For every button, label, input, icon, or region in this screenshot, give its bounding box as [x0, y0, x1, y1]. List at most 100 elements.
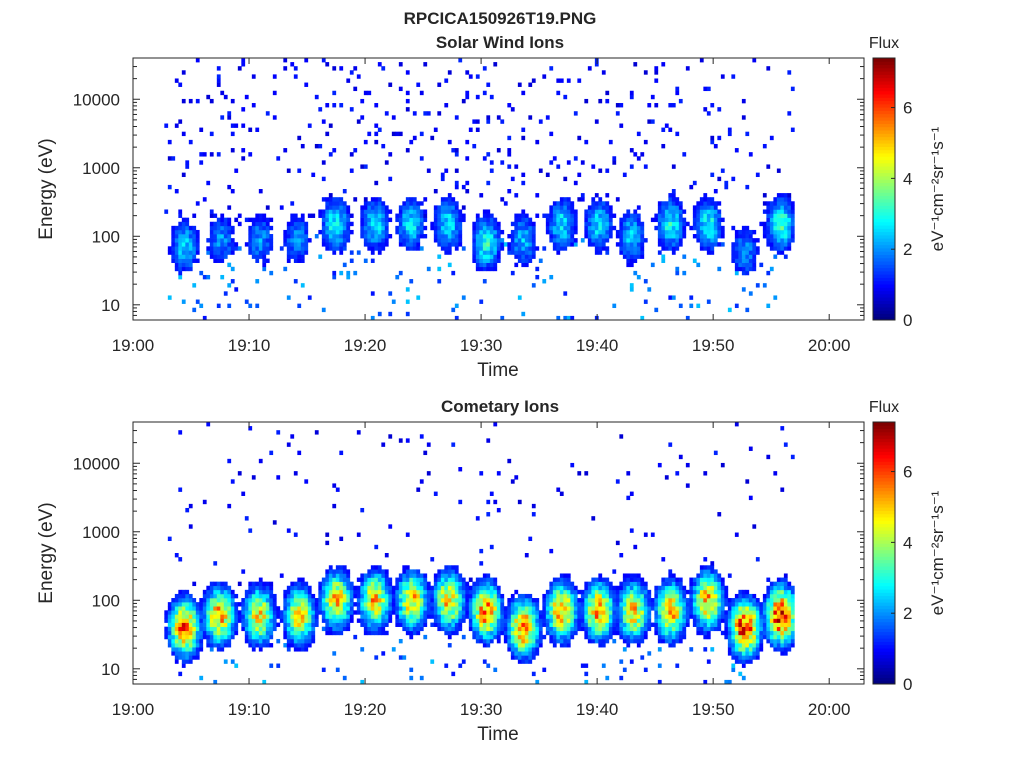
heatmap-cell: [629, 614, 634, 619]
heatmap-cell: [255, 606, 260, 611]
heatmap-cell: [465, 70, 470, 75]
heatmap-cell: [321, 626, 326, 632]
heatmap-cell: [227, 205, 232, 210]
heatmap-cell: [654, 217, 659, 223]
heatmap-cell: [517, 647, 522, 652]
heatmap-cell: [584, 602, 589, 607]
heatmap-cell: [713, 573, 718, 578]
heatmap-cell: [552, 610, 557, 615]
heatmap-cell: [181, 242, 186, 247]
heatmap-cell: [286, 250, 291, 255]
heatmap-cell: [759, 647, 764, 652]
heatmap-cell: [381, 229, 386, 235]
heatmap-cell: [706, 630, 711, 636]
heatmap-cell: [587, 602, 592, 607]
heatmap-cell: [188, 659, 193, 664]
heatmap-cell: [636, 234, 641, 239]
panel-title: Cometary Ions: [441, 397, 559, 416]
heatmap-cell: [321, 585, 326, 591]
heatmap-cell: [192, 234, 197, 239]
heatmap-cell: [349, 598, 354, 603]
heatmap-cell: [384, 229, 389, 235]
heatmap-cell: [451, 573, 456, 578]
heatmap-cell: [486, 626, 491, 632]
heatmap-cell: [171, 651, 176, 656]
heatmap-cell: [752, 622, 757, 627]
heatmap-cell: [426, 168, 431, 173]
heatmap-cell: [475, 630, 480, 636]
heatmap-cell: [405, 205, 410, 210]
heatmap-cell: [524, 217, 529, 223]
heatmap-cell: [377, 614, 382, 619]
heatmap-cell: [209, 98, 214, 104]
heatmap-cell: [699, 630, 704, 636]
heatmap-cell: [612, 638, 617, 644]
heatmap-cell: [423, 197, 428, 202]
heatmap-cell: [374, 197, 379, 202]
heatmap-cell: [514, 606, 519, 611]
heatmap-cell: [496, 242, 501, 247]
heatmap-cell: [297, 246, 302, 251]
heatmap-cell: [213, 634, 218, 640]
heatmap-cell: [482, 638, 487, 644]
heatmap-cell: [661, 638, 666, 644]
heatmap-cell: [703, 630, 708, 636]
heatmap-cell: [265, 626, 270, 632]
heatmap-cell: [458, 234, 463, 239]
heatmap-cell: [626, 602, 631, 607]
heatmap-cell: [643, 622, 648, 627]
heatmap-cell: [300, 225, 305, 231]
heatmap-cell: [482, 606, 487, 611]
heatmap-cell: [780, 593, 785, 599]
heatmap-cell: [297, 593, 302, 599]
heatmap-cell: [370, 622, 375, 627]
heatmap-cell: [262, 618, 267, 623]
heatmap-cell: [388, 585, 393, 591]
heatmap-cell: [482, 618, 487, 623]
colorbar-segment: [873, 306, 895, 311]
heatmap-cell: [573, 626, 578, 632]
heatmap-cell: [734, 262, 739, 268]
heatmap-cell: [174, 123, 179, 128]
heatmap-cell: [454, 618, 459, 623]
heatmap-cell: [220, 614, 225, 619]
heatmap-cell: [566, 643, 571, 648]
heatmap-cell: [699, 589, 704, 595]
heatmap-cell: [507, 234, 512, 239]
heatmap-cell: [766, 270, 771, 276]
heatmap-cell: [605, 589, 610, 595]
heatmap-cell: [321, 581, 326, 587]
heatmap-cell: [500, 618, 505, 623]
heatmap-cell: [633, 238, 638, 243]
heatmap-cell: [703, 201, 708, 206]
heatmap-cell: [521, 638, 526, 644]
heatmap-cell: [486, 209, 491, 214]
heatmap-cell: [566, 610, 571, 615]
heatmap-cell: [251, 643, 256, 648]
heatmap-cell: [297, 225, 302, 231]
heatmap-cell: [342, 577, 347, 582]
heatmap-cell: [493, 266, 498, 272]
heatmap-cell: [325, 197, 330, 202]
heatmap-cell: [657, 238, 662, 243]
heatmap-cell: [559, 221, 564, 227]
heatmap-cell: [734, 266, 739, 272]
heatmap-cell: [759, 638, 764, 644]
heatmap-cell: [451, 593, 456, 599]
heatmap-cell: [699, 618, 704, 623]
heatmap-cell: [244, 598, 249, 603]
heatmap-cell: [570, 225, 575, 231]
heatmap-cell: [451, 197, 456, 202]
heatmap-cell: [293, 626, 298, 632]
heatmap-cell: [601, 618, 606, 623]
heatmap-cell: [685, 462, 690, 468]
heatmap-cell: [321, 234, 326, 239]
heatmap-cell: [195, 250, 200, 255]
heatmap-cell: [363, 573, 368, 578]
heatmap-cell: [328, 585, 333, 591]
heatmap-cell: [738, 234, 743, 239]
heatmap-cell: [563, 618, 568, 623]
heatmap-cell: [741, 630, 746, 636]
heatmap-cell: [311, 213, 316, 218]
heatmap-cell: [629, 250, 634, 255]
